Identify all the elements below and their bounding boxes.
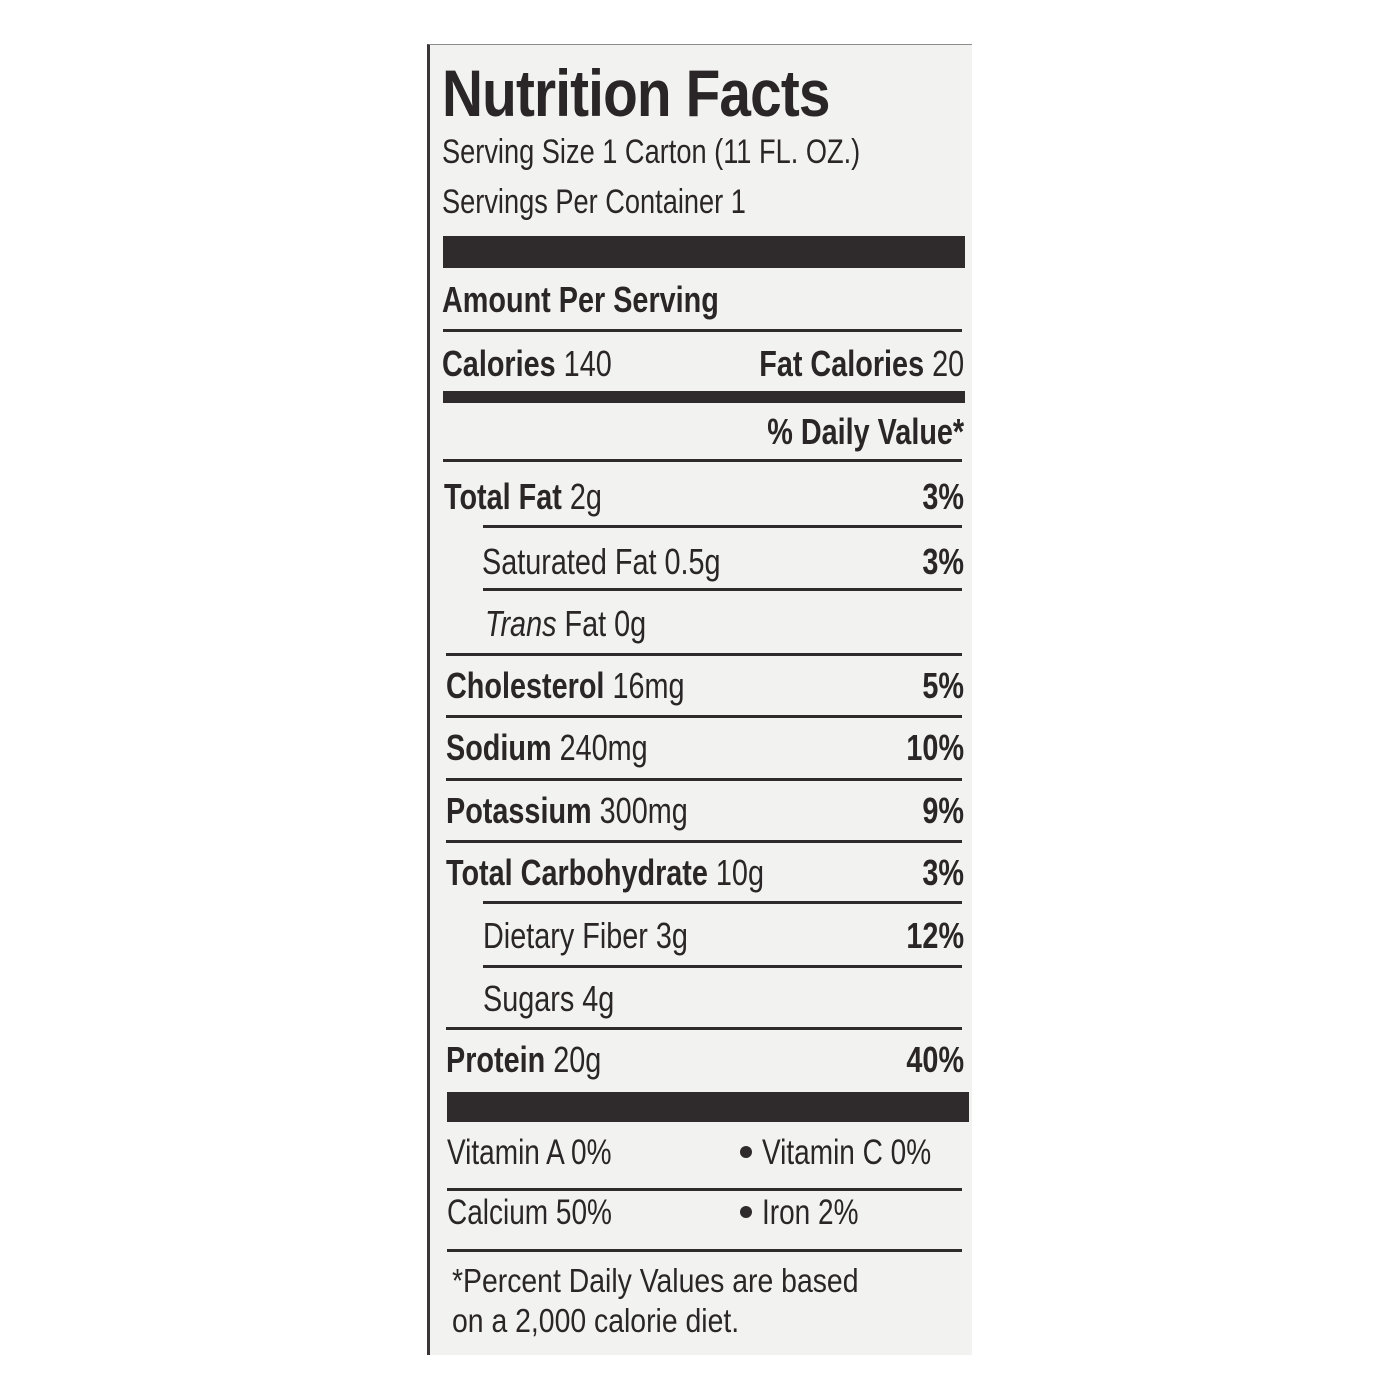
nutrient-row-dietary-fiber: Dietary Fiber 3g bbox=[483, 914, 739, 958]
nutrient-dv: 12% bbox=[906, 915, 964, 956]
amount-per-serving-text: Amount Per Serving bbox=[442, 279, 719, 320]
calories-label: Calories bbox=[442, 343, 556, 384]
nutrient-amount: 300mg bbox=[599, 790, 688, 831]
vitamin-c: Vitamin C 0% bbox=[740, 1131, 973, 1175]
divider bbox=[447, 1249, 962, 1252]
divider bbox=[483, 901, 962, 904]
divider bbox=[447, 1188, 962, 1191]
medium-divider bbox=[443, 391, 965, 403]
daily-value-header: % Daily Value* bbox=[718, 410, 964, 454]
nutrient-label: Dietary Fiber bbox=[483, 915, 648, 956]
thick-divider bbox=[447, 1092, 969, 1122]
divider bbox=[446, 1027, 962, 1030]
nutrient-amount: 2g bbox=[569, 476, 602, 517]
nutrient-amount: 20g bbox=[553, 1039, 602, 1080]
bullet-icon bbox=[740, 1145, 752, 1158]
nutrient-dv: 9% bbox=[922, 790, 964, 831]
divider bbox=[446, 715, 962, 718]
divider bbox=[443, 459, 962, 462]
nutrient-amount: 0g bbox=[614, 603, 647, 644]
nutrient-label: Cholesterol bbox=[446, 665, 605, 706]
nutrient-label: Protein bbox=[446, 1039, 546, 1080]
divider bbox=[446, 778, 962, 781]
amount-per-serving-heading: Amount Per Serving bbox=[442, 278, 788, 322]
nutrient-label: Sugars bbox=[483, 978, 575, 1019]
nutrient-row-sodium: Sodium 240mg bbox=[446, 726, 698, 770]
nutrient-amount: 3g bbox=[655, 915, 688, 956]
nutrient-row-saturated-fat: Saturated Fat 0.5g bbox=[482, 540, 780, 584]
calories-row: Calories 140 bbox=[442, 342, 654, 386]
nutrient-label: Total Fat bbox=[444, 476, 562, 517]
nutrient-amount: 0.5g bbox=[664, 541, 721, 582]
servings-per-container-text: Servings Per Container 1 bbox=[442, 183, 746, 221]
calories-value: 140 bbox=[563, 343, 612, 384]
nutrient-amount: 16mg bbox=[612, 665, 685, 706]
nutrient-amount: 4g bbox=[582, 978, 615, 1019]
nutrient-amount: 10g bbox=[715, 852, 764, 893]
divider bbox=[483, 965, 962, 968]
nutrient-label: Potassium bbox=[446, 790, 592, 831]
nutrient-label-rest: Fat bbox=[564, 603, 607, 644]
nutrient-dv: 10% bbox=[906, 727, 964, 768]
nutrient-row-trans-fat: Trans Fat 0g bbox=[485, 602, 686, 646]
nutrient-dv: 3% bbox=[922, 852, 964, 893]
divider bbox=[483, 525, 962, 528]
fat-calories: Fat Calories 20 bbox=[708, 342, 964, 386]
nutrient-label: Total Carbohydrate bbox=[446, 852, 708, 893]
nutrition-facts-label: Nutrition Facts Serving Size 1 Carton (1… bbox=[427, 44, 972, 1355]
daily-value-header-text: % Daily Value* bbox=[767, 411, 964, 452]
nutrient-amount: 240mg bbox=[559, 727, 648, 768]
nutrient-dv: 5% bbox=[922, 665, 964, 706]
nutrient-dv: 3% bbox=[922, 541, 964, 582]
nutrient-dv: 40% bbox=[906, 1039, 964, 1080]
bullet-icon bbox=[740, 1205, 752, 1218]
nutrient-row-sugars: Sugars 4g bbox=[483, 977, 647, 1021]
fat-calories-label: Fat Calories bbox=[759, 343, 924, 384]
iron: Iron 2% bbox=[740, 1191, 883, 1235]
nutrient-row-total-carbohydrate: Total Carbohydrate 10g bbox=[446, 851, 843, 895]
nutrient-row-potassium: Potassium 300mg bbox=[446, 789, 748, 833]
nutrient-row-total-fat: Total Fat 2g bbox=[444, 475, 641, 519]
nutrient-row-cholesterol: Cholesterol 16mg bbox=[446, 664, 744, 708]
label-title: Nutrition Facts bbox=[442, 53, 893, 133]
nutrient-label: Saturated Fat bbox=[482, 541, 657, 582]
divider bbox=[446, 840, 962, 843]
calcium: Calcium 50% bbox=[447, 1193, 612, 1232]
vitamin-a: Vitamin A 0% bbox=[447, 1133, 612, 1172]
nutrient-dv: 3% bbox=[922, 476, 964, 517]
serving-size-text: Serving Size 1 Carton (11 FL. OZ.) bbox=[442, 133, 861, 171]
nutrient-label: Trans bbox=[485, 603, 557, 644]
divider bbox=[483, 588, 962, 591]
footnote-line-1: *Percent Daily Values are based bbox=[452, 1262, 859, 1299]
nutrient-row-protein: Protein 20g bbox=[446, 1038, 640, 1082]
servings-per-container: Servings Per Container 1 bbox=[442, 182, 822, 222]
title-text: Nutrition Facts bbox=[442, 56, 830, 130]
divider bbox=[443, 329, 962, 332]
serving-size: Serving Size 1 Carton (11 FL. OZ.) bbox=[442, 132, 965, 172]
divider bbox=[446, 653, 962, 656]
thick-divider bbox=[443, 236, 965, 268]
fat-calories-value: 20 bbox=[931, 343, 964, 384]
footnote-line-2: on a 2,000 calorie diet. bbox=[452, 1302, 740, 1339]
nutrient-label: Sodium bbox=[446, 727, 552, 768]
